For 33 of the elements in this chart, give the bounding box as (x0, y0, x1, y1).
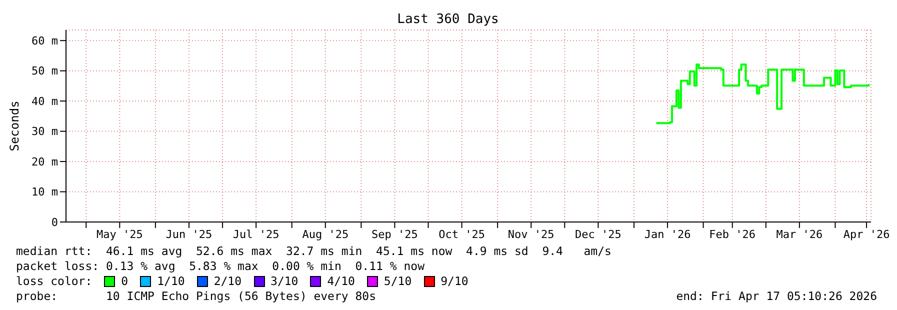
x-tick-label: Apr '26 (843, 228, 890, 241)
y-tick-label: 60 m (32, 34, 58, 48)
text: median rtt: 46.1 ms avg 52.6 ms max 32.7 ms min 45.1 ms now 4.9 ms sd 9.4 am/s (16, 244, 612, 259)
legend-label: 4/10 (327, 274, 355, 289)
text: probe: 10 ICMP Echo Pings (56 Bytes) every 80s (16, 289, 376, 304)
legend-label: 1/10 (157, 274, 185, 289)
legend-label: 3/10 (270, 274, 298, 289)
chart-title: Last 360 Days (397, 12, 499, 27)
x-tick-label: Dec '25 (575, 228, 622, 241)
x-tick-label: Oct '25 (438, 228, 485, 241)
x-tick-label: Nov '25 (508, 228, 554, 241)
y-tick-label: 0 (51, 216, 58, 229)
text: end: Fri Apr 17 05:10:26 2026 (676, 289, 877, 304)
x-tick-label: Jul '25 (232, 228, 280, 241)
legend-label: 0 (121, 274, 128, 289)
x-tick-label: Aug '25 (302, 228, 349, 241)
legend-label: 5/10 (384, 274, 412, 289)
y-tick-label: 30 m (32, 125, 58, 138)
y-tick-label: 20 m (32, 155, 58, 168)
x-tick-label: Jan '26 (644, 228, 691, 241)
legend-label: 2/10 (214, 274, 242, 289)
y-tick-label: 10 m (32, 186, 58, 199)
x-tick-label: Mar '26 (776, 228, 823, 241)
x-tick-label: Jun '25 (166, 228, 212, 241)
y-tick-label: 40 m (32, 94, 58, 108)
x-tick-label: Sep '25 (372, 228, 418, 241)
x-tick-label: Feb '26 (709, 228, 756, 241)
x-tick-label: May '25 (96, 228, 143, 241)
y-axis-title: Seconds (7, 100, 22, 152)
legend-label: 9/10 (440, 274, 468, 289)
y-tick-label: 50 m (32, 64, 58, 78)
legend-title: loss color: (16, 274, 92, 289)
text: packet loss: 0.13 % avg 5.83 % max 0.00 % min 0.11 % now (16, 259, 426, 274)
